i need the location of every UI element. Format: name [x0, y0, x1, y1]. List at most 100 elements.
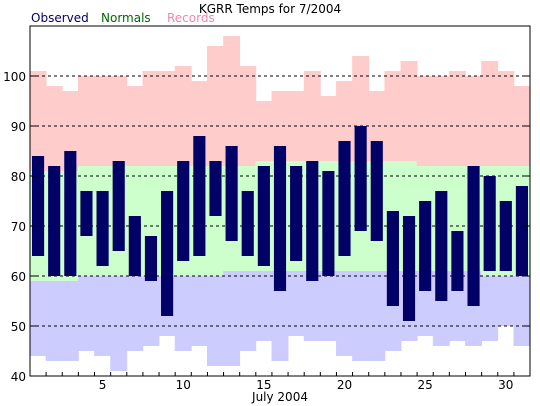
record-high-band: [239, 66, 257, 166]
observed-bar: [225, 146, 238, 241]
record-high-band: [303, 71, 321, 161]
record-low-band: [77, 276, 95, 351]
x-tick-label: 5: [99, 378, 107, 392]
y-tick-label: 90: [11, 120, 26, 134]
record-low-band: [29, 281, 47, 356]
observed-bar: [467, 166, 480, 306]
observed-bar: [322, 171, 335, 276]
record-low-band: [513, 276, 531, 346]
legend-normals: Normals: [101, 11, 151, 25]
record-low-band: [481, 276, 499, 341]
record-high-band: [77, 76, 95, 166]
x-tick-label: 10: [176, 378, 191, 392]
observed-bar: [499, 201, 512, 271]
observed-bar: [257, 166, 270, 266]
record-high-band: [448, 71, 466, 166]
record-high-band: [142, 71, 160, 166]
observed-bar: [32, 156, 45, 256]
y-tick-label: 70: [11, 220, 26, 234]
x-axis-label: July 2004: [251, 390, 308, 404]
observed-bar: [290, 166, 303, 261]
record-high-band: [174, 66, 192, 166]
observed-bar: [209, 161, 222, 216]
record-low-band: [271, 271, 289, 361]
record-high-band: [432, 76, 450, 166]
observed-bar: [112, 161, 125, 251]
record-low-band: [319, 271, 337, 341]
observed-bar: [338, 141, 351, 256]
record-high-band: [110, 76, 128, 166]
y-tick-label: 80: [11, 170, 26, 184]
record-low-band: [352, 271, 370, 361]
observed-bar: [306, 161, 319, 281]
x-tick-label: 20: [337, 378, 352, 392]
record-high-band: [29, 71, 47, 171]
record-low-band: [239, 271, 257, 351]
record-low-band: [61, 281, 79, 361]
observed-bar: [161, 191, 174, 316]
record-low-band: [255, 271, 273, 341]
record-high-band: [481, 61, 499, 166]
observed-bar: [419, 201, 432, 291]
observed-bar: [64, 151, 77, 276]
record-low-band: [142, 276, 160, 346]
record-high-band: [45, 86, 63, 171]
record-low-band: [497, 276, 515, 326]
record-low-band: [368, 271, 386, 361]
legend-observed: Observed: [31, 11, 89, 25]
observed-bar: [515, 186, 528, 276]
x-tick-label: 30: [498, 378, 513, 392]
record-low-band: [223, 271, 241, 366]
chart-title: KGRR Temps for 7/2004: [199, 2, 341, 16]
plot-frame: [29, 25, 531, 377]
observed-bar: [144, 236, 158, 281]
observed-bar: [451, 231, 464, 291]
legend-records: Records: [167, 11, 215, 25]
observed-bar: [370, 141, 383, 241]
y-tick-label: 60: [11, 270, 26, 284]
record-high-band: [497, 71, 515, 166]
observed-bar: [402, 216, 416, 321]
observed-bar: [96, 191, 109, 266]
record-low-band: [174, 276, 192, 351]
plot-area: 40 50 60 70 80 90 100 5 10 15 20 25 30: [3, 25, 531, 392]
record-low-band: [94, 276, 112, 356]
record-high-band: [223, 36, 241, 166]
record-low-band: [303, 271, 321, 341]
record-high-band: [271, 91, 289, 161]
record-high-band: [319, 96, 337, 161]
record-high-band: [94, 76, 112, 166]
record-low-band: [190, 276, 208, 346]
observed-bar: [80, 191, 93, 236]
observed-bar: [273, 146, 287, 291]
record-high-band: [384, 71, 402, 161]
y-tick-label: 40: [11, 370, 26, 384]
x-tick-label: 15: [256, 378, 271, 392]
observed-bar: [435, 191, 448, 301]
record-high-band: [465, 76, 483, 166]
observed-bar: [241, 191, 254, 256]
y-tick-label: 100: [3, 70, 26, 84]
observed-bar: [483, 176, 496, 271]
record-high-band: [255, 101, 273, 161]
observed-bar: [177, 161, 190, 261]
record-high-band: [416, 76, 434, 166]
observed-bar: [193, 136, 206, 256]
y-tick-label: 50: [11, 320, 26, 334]
record-low-band: [110, 276, 128, 371]
record-high-band: [158, 71, 176, 166]
record-low-band: [126, 276, 144, 351]
record-low-band: [45, 281, 63, 361]
record-high-band: [207, 46, 224, 166]
record-high-band: [400, 61, 418, 161]
observed-bar: [354, 126, 367, 231]
x-tick-label: 25: [418, 378, 433, 392]
record-high-band: [513, 86, 531, 166]
record-low-band: [287, 271, 305, 336]
observed-bar: [48, 166, 61, 276]
observed-bar: [386, 211, 399, 306]
record-low-band: [207, 276, 224, 366]
record-low-band: [336, 271, 353, 356]
observed-bar: [128, 216, 141, 276]
